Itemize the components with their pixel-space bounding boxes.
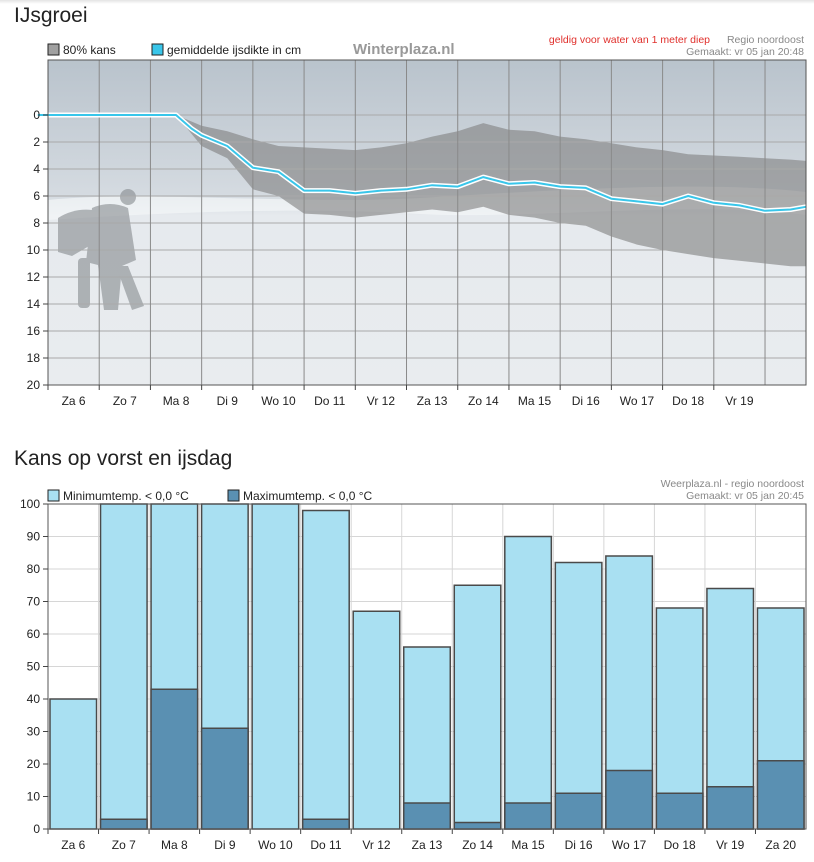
bar-min-temp [352, 610, 401, 830]
frost-x-axis: Za 6 Zo 7 Ma 8 Di 9 Wo 10 Do 11 Vr 12 Za 13 Zo 1… [47, 829, 796, 852]
ice-y-tick-label: 4 [33, 162, 40, 176]
frost-bars [49, 503, 805, 830]
bar-min-temp [402, 646, 452, 830]
frost-y-tick-label: 0 [33, 822, 40, 836]
legend-max-label: Maximumtemp. < 0,0 °C [243, 489, 373, 503]
bar-max-temp [655, 792, 704, 830]
bar-min-temp [49, 698, 98, 830]
ice-y-tick-label: 18 [27, 351, 41, 365]
ice-x-axis: Za 6 Zo 7 Ma 8 Di 9 Wo 10 Do 11 Vr 12 Za 13 Zo 1… [47, 385, 754, 408]
ice-y-tick-label: 10 [27, 243, 41, 257]
bar-min-temp [554, 561, 603, 830]
ice-x-tick-label: Do 18 [672, 394, 704, 408]
legend-min-label: Minimumtemp. < 0,0 °C [63, 489, 189, 503]
frost-y-tick-label: 70 [27, 595, 41, 609]
ice-y-tick-label: 8 [33, 216, 40, 230]
bar-min-temp [504, 535, 553, 830]
bar-max-temp [453, 821, 502, 830]
legend-line-swatch [151, 43, 164, 56]
ice-x-tick-label: Za 6 [62, 394, 86, 408]
frost-x-tick-label: Vr 19 [716, 838, 745, 852]
ice-x-tick-label: Do 11 [314, 394, 345, 408]
frost-x-tick-label: Ma 15 [511, 838, 545, 852]
ice-x-tick-label: Zo 14 [468, 394, 499, 408]
ice-80pct-band [37, 115, 807, 267]
ice-y-tick-label: 6 [33, 189, 40, 203]
ice-made-timestamp: Gemaakt: vr 05 jan 20:48 [686, 46, 804, 58]
ice-x-tick-label: Vr 19 [725, 394, 754, 408]
frost-x-tick-label: Vr 12 [362, 838, 391, 852]
frost-x-tick-label: Za 20 [765, 838, 796, 852]
frost-y-tick-label: 10 [27, 790, 41, 804]
ice-growth-chart: 0 2 4 6 8 10 12 14 16 18 20 Za 6 Zo 7 Ma 8 Di 9 Wo 10 D… [27, 34, 807, 408]
bar-max-temp [504, 802, 553, 830]
bar-max-temp [150, 688, 199, 830]
validity-note: geldig voor water van 1 meter diep [549, 34, 710, 46]
ice-x-tick-label: Wo 17 [620, 394, 655, 408]
bar-min-temp [99, 503, 148, 830]
frost-x-tick-label: Za 13 [412, 838, 443, 852]
legend-max-swatch [227, 489, 240, 502]
ice-y-axis: 0 2 4 6 8 10 12 14 16 18 20 [27, 108, 48, 392]
frost-y-tick-label: 40 [27, 692, 41, 706]
frost-x-tick-label: Di 16 [565, 838, 593, 852]
ice-y-tick-label: 14 [27, 297, 41, 311]
legend-band-label: 80% kans [63, 43, 116, 57]
frost-chance-chart: 0 10 20 30 40 50 60 70 80 90 100 Za 6 Zo 7 Ma 8 Di 9 W… [20, 478, 807, 852]
frost-y-axis: 0 10 20 30 40 50 60 70 80 90 100 [20, 497, 48, 836]
bar-max-temp [200, 727, 249, 830]
ice-y-tick-label: 20 [27, 378, 41, 392]
ice-x-tick-label: Za 13 [417, 394, 448, 408]
ice-x-tick-label: Ma 8 [163, 394, 190, 408]
ice-y-tick-label: 16 [27, 324, 41, 338]
ice-section-title: IJsgroei [14, 4, 88, 27]
frost-section-title: Kans op vorst en ijsdag [14, 447, 233, 470]
bar-max-temp [756, 760, 805, 830]
ice-mean-line [37, 114, 807, 212]
frost-made-timestamp: Gemaakt: vr 05 jan 20:45 [686, 490, 804, 502]
legend-line-label: gemiddelde ijsdikte in cm [167, 43, 301, 57]
frost-x-tick-label: Wo 10 [258, 838, 293, 852]
frost-source: Weerplaza.nl - regio noordoost [661, 478, 804, 490]
ice-x-tick-label: Ma 15 [518, 394, 552, 408]
ice-y-tick-label: 0 [33, 108, 40, 122]
ice-x-tick-label: Zo 7 [113, 394, 137, 408]
frost-x-tick-label: Zo 7 [112, 838, 136, 852]
frost-y-tick-label: 20 [27, 757, 41, 771]
bar-max-temp [99, 818, 148, 830]
frost-y-tick-label: 60 [27, 627, 41, 641]
frost-y-tick-label: 90 [27, 530, 41, 544]
frost-y-tick-label: 80 [27, 562, 41, 576]
bar-min-temp [301, 509, 350, 830]
legend-min-swatch [47, 489, 60, 502]
ice-x-tick-label: Di 9 [217, 394, 239, 408]
frost-y-tick-label: 50 [27, 660, 41, 674]
bar-max-temp [554, 792, 603, 830]
legend-band-swatch [47, 43, 60, 56]
bar-max-temp [706, 786, 755, 830]
bar-min-temp [251, 503, 300, 830]
bar-min-temp [655, 607, 704, 830]
ice-y-tick-label: 12 [27, 270, 41, 284]
bar-min-temp [453, 584, 502, 830]
bar-max-temp [402, 802, 452, 830]
frost-y-tick-label: 100 [20, 497, 40, 511]
ice-x-tick-label: Di 16 [572, 394, 600, 408]
frost-x-tick-label: Do 11 [310, 838, 341, 852]
bar-max-temp [301, 818, 350, 830]
frost-x-tick-label: Wo 17 [612, 838, 647, 852]
frost-x-tick-label: Di 9 [214, 838, 236, 852]
top-shadow [0, 0, 814, 4]
frost-x-tick-label: Za 6 [61, 838, 85, 852]
bar-max-temp [605, 769, 654, 830]
ice-x-tick-label: Vr 12 [367, 394, 396, 408]
ice-x-tick-label: Wo 10 [261, 394, 296, 408]
watermark: Winterplaza.nl [353, 41, 455, 58]
ice-y-tick-label: 2 [33, 135, 40, 149]
ice-region: Regio noordoost [727, 34, 804, 46]
frost-x-tick-label: Zo 14 [462, 838, 493, 852]
frost-x-tick-label: Do 18 [664, 838, 696, 852]
frost-x-tick-label: Ma 8 [161, 838, 188, 852]
frost-y-tick-label: 30 [27, 725, 41, 739]
